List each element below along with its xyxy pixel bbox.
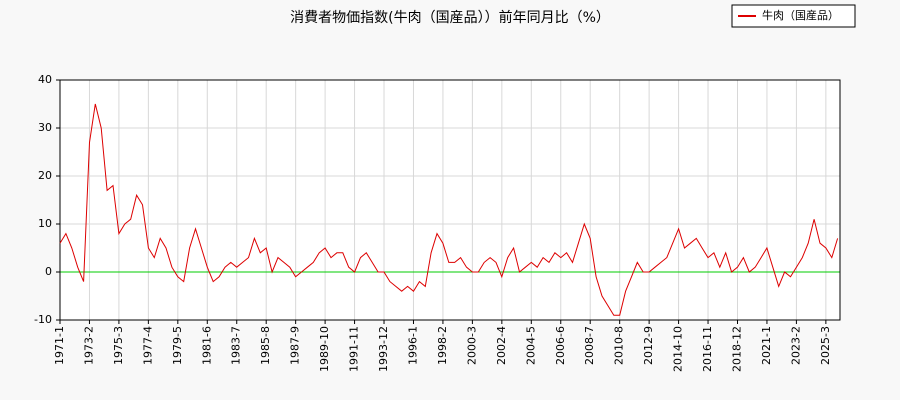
x-tick-label: 1989-10: [318, 326, 331, 372]
plot-frame: [59, 79, 841, 321]
x-tick-label: 1973-2: [82, 326, 95, 365]
x-tick-label: 2006-6: [554, 326, 567, 365]
x-tick-label: 2016-11: [701, 326, 714, 372]
plot-area: [60, 80, 840, 320]
x-tick-label: 2012-9: [642, 326, 655, 365]
x-tick-label: 1975-3: [112, 326, 125, 365]
x-tick-label: 1996-1: [406, 326, 419, 365]
x-tick-label: 1985-8: [259, 326, 272, 365]
x-tick-label: 2021-1: [760, 326, 773, 365]
legend-label: 牛肉（国産品）: [762, 8, 839, 22]
y-tick-label: 10: [38, 217, 52, 230]
x-tick-label: 1983-7: [230, 326, 243, 365]
x-tick-label: 1981-6: [200, 326, 213, 365]
x-tick-label: 2025-3: [819, 326, 832, 365]
y-tick-label: 40: [38, 73, 52, 86]
x-tick-label: 2000-3: [465, 326, 478, 365]
y-tick-label: -10: [34, 313, 52, 326]
x-tick-label: 2023-2: [789, 326, 802, 365]
chart-title: 消費者物価指数(牛肉（国産品））前年同月比（%）: [290, 9, 610, 26]
x-tick-label: 2010-8: [613, 326, 626, 365]
x-tick-label: 1977-4: [141, 326, 154, 365]
x-tick-label: 2014-10: [672, 326, 685, 372]
x-tick-label: 2008-7: [583, 326, 596, 365]
x-tick-label: 2018-12: [730, 326, 743, 372]
data-line: [59, 103, 839, 316]
legend-box: [731, 4, 856, 28]
y-tick-label: 30: [38, 121, 52, 134]
x-tick-label: 1987-9: [289, 326, 302, 365]
x-tick-label: 2004-5: [524, 326, 537, 365]
x-tick-label: 1979-5: [171, 326, 184, 365]
x-tick-label: 1991-11: [348, 326, 361, 372]
x-tick-label: 1998-2: [436, 326, 449, 365]
x-tick-label: 1993-12: [377, 326, 390, 372]
x-tick-label: 2002-4: [495, 326, 508, 365]
y-tick-label: 20: [38, 169, 52, 182]
y-tick-label: 0: [45, 265, 52, 278]
x-tick-label: 1971-1: [53, 326, 66, 365]
